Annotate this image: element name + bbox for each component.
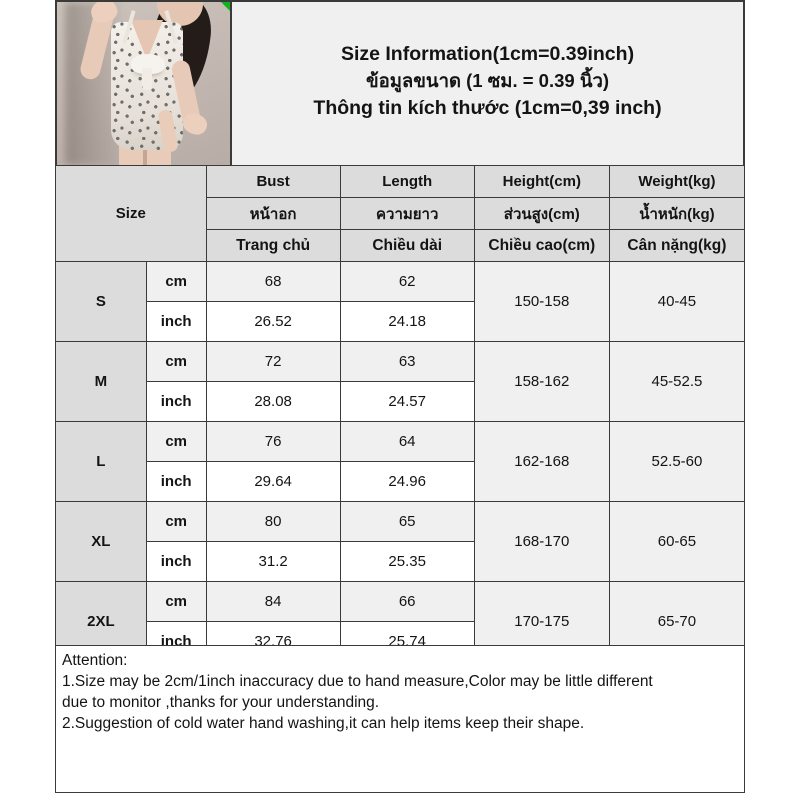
- dress-bow: [131, 54, 165, 74]
- unit-inch: inch: [145, 381, 207, 422]
- size-label-s: S: [55, 261, 147, 342]
- bust-cm-2xl: 84: [205, 581, 341, 622]
- header-weight-en: Weight(kg): [608, 165, 746, 198]
- size-table: Size Bust Length Height(cm) Weight(kg) ห…: [55, 165, 746, 662]
- photo-scene: [57, 2, 230, 165]
- bust-cm-m: 72: [205, 341, 341, 382]
- table-row: S cm 68 62 150-158 40-45: [55, 261, 746, 342]
- height-xl: 168-170: [473, 501, 610, 582]
- table-row: inch 31.2 25.35: [56, 541, 745, 582]
- header-bust-en: Bust: [205, 165, 341, 198]
- length-cm-l: 64: [339, 421, 475, 462]
- weight-xl: 60-65: [608, 501, 746, 582]
- length-cm-xl: 65: [339, 501, 475, 542]
- size-label-m: M: [55, 341, 147, 422]
- table-row: inch 29.64 24.96: [56, 461, 745, 502]
- length-cm-2xl: 66: [339, 581, 475, 622]
- length-cm-m: 63: [339, 341, 475, 382]
- length-inch-m: 24.57: [339, 381, 475, 422]
- bust-inch-l: 29.64: [205, 461, 341, 502]
- size-label-l: L: [55, 421, 147, 502]
- height-s: 150-158: [473, 261, 610, 342]
- title-english: Size Information(1cm=0.39inch): [340, 42, 635, 65]
- size-label-xl: XL: [55, 501, 147, 582]
- bust-cm-xl: 80: [205, 501, 341, 542]
- unit-inch: inch: [145, 541, 207, 582]
- header-length-th: ความยาว: [339, 197, 475, 230]
- weight-m: 45-52.5: [608, 341, 746, 422]
- attention-line-2: due to monitor ,thanks for your understa…: [62, 694, 380, 712]
- table-row: inch 26.52 24.18: [56, 301, 745, 342]
- weight-l: 52.5-60: [608, 421, 746, 502]
- bust-cm-s: 68: [205, 261, 341, 302]
- header-weight-th: น้ำหนัก(kg): [608, 197, 746, 230]
- bust-cm-l: 76: [205, 421, 341, 462]
- bust-inch-s: 26.52: [205, 301, 341, 342]
- header-length-vi: Chiều dài: [339, 229, 475, 262]
- header-bust-th: หน้าอก: [205, 197, 341, 230]
- title-vietnamese: Thông tin kích thước (1cm=0,39 inch): [313, 96, 662, 119]
- bust-inch-xl: 31.2: [205, 541, 341, 582]
- table-row: XL cm 80 65 168-170 60-65: [55, 501, 746, 582]
- unit-cm: cm: [145, 261, 207, 302]
- header-row-english: Size Bust Length Height(cm) Weight(kg): [55, 165, 746, 262]
- length-inch-s: 24.18: [339, 301, 475, 342]
- header-height-en: Height(cm): [473, 165, 610, 198]
- header-weight-vi: Cân nặng(kg): [608, 229, 746, 262]
- bust-inch-m: 28.08: [205, 381, 341, 422]
- unit-cm: cm: [145, 341, 207, 382]
- table-row: M cm 72 63 158-162 45-52.5: [55, 341, 746, 422]
- height-m: 158-162: [473, 341, 610, 422]
- attention-line-3: 2.Suggestion of cold water hand washing,…: [62, 715, 585, 733]
- table-row: 2XL cm 84 66 170-175 65-70: [55, 581, 746, 662]
- product-photo: [57, 2, 232, 165]
- dress-bow-tail: [142, 68, 152, 90]
- unit-inch: inch: [145, 461, 207, 502]
- unit-cm: cm: [145, 581, 207, 622]
- length-inch-xl: 25.35: [339, 541, 475, 582]
- length-inch-l: 24.96: [339, 461, 475, 502]
- header-bust-vi: Trang chủ: [205, 229, 341, 262]
- unit-cm: cm: [145, 421, 207, 462]
- header-height-th: ส่วนสูง(cm): [473, 197, 610, 230]
- attention-line-1: 1.Size may be 2cm/1inch inaccuracy due t…: [62, 673, 653, 691]
- header-row-vietnamese: Trang chủ Chiều dài Chiều cao(cm) Cân nặ…: [56, 229, 746, 262]
- weight-s: 40-45: [608, 261, 746, 342]
- table-row: L cm 76 64 162-168 52.5-60: [55, 421, 746, 502]
- length-cm-s: 62: [339, 261, 475, 302]
- header-block: Size Information(1cm=0.39inch) ข้อมูลขนา…: [55, 0, 745, 165]
- attention-heading: Attention:: [62, 652, 128, 669]
- header-height-vi: Chiều cao(cm): [473, 229, 610, 262]
- title-block: Size Information(1cm=0.39inch) ข้อมูลขนา…: [232, 2, 743, 165]
- unit-cm: cm: [145, 501, 207, 542]
- header-size-label: Size: [55, 165, 207, 262]
- height-l: 162-168: [473, 421, 610, 502]
- title-thai: ข้อมูลขนาด (1 ซม. = 0.39 นิ้ว): [365, 70, 610, 92]
- dress-neckline: [131, 20, 163, 60]
- unit-inch: inch: [145, 301, 207, 342]
- header-length-en: Length: [339, 165, 475, 198]
- attention-box: Attention: 1.Size may be 2cm/1inch inacc…: [55, 645, 745, 793]
- green-corner-marker: [221, 2, 230, 11]
